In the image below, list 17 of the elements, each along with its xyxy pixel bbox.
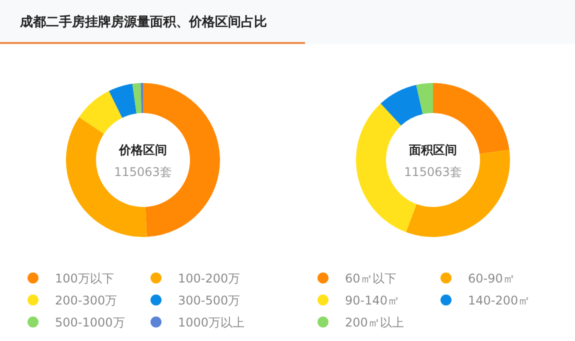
legend-label: 140-200㎡ [468,294,530,308]
legend-label: 60-90㎡ [468,272,515,286]
legend-label: 60㎡以下 [345,272,396,286]
legend-label: 1000万以上 [178,316,245,330]
legend-label: 200-300万 [55,294,118,308]
text: 面积区间 [408,143,457,157]
legend-label: 500-1000万 [55,316,125,330]
text: 115063套 [114,165,172,179]
text: 115063套 [404,165,462,179]
legend-label: 90-140㎡ [345,294,400,308]
text: 价格区间 [118,143,167,157]
chart-title: 成都二手房挂牌房源量面积、价格区间占比 [19,14,267,30]
legend-label: 200㎡以上 [345,316,404,330]
legend-label: 300-500万 [178,294,240,308]
header: 成都二手房挂牌房源量面积、价格区间占比 [0,0,575,44]
legend-label: 100-200万 [178,272,240,286]
legend-label: 100万以下 [55,272,114,286]
